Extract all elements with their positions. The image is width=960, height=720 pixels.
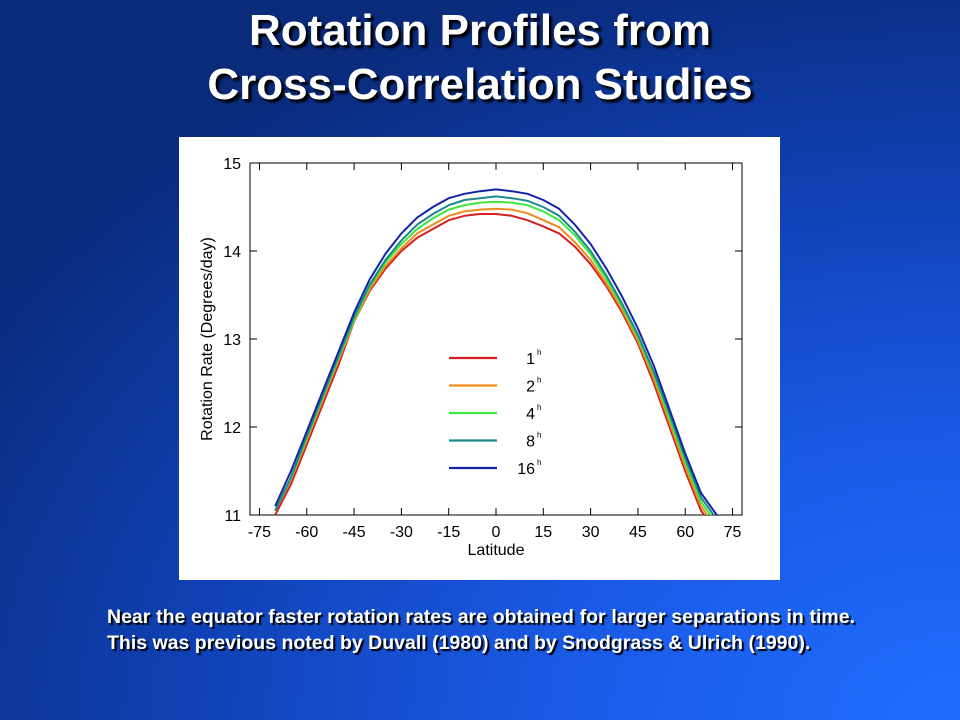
slide-title: Rotation Profiles from Cross-Correlation… xyxy=(0,4,960,112)
legend-label: 2 xyxy=(526,379,535,396)
slide-title-line-1: Rotation Profiles from xyxy=(248,6,712,55)
legend-label: 4 xyxy=(526,406,535,423)
legend-label: 8 xyxy=(526,434,535,451)
x-tick-label: 60 xyxy=(676,524,694,541)
legend-label-superscript: h xyxy=(537,376,541,385)
slide-title-line-2: Cross-Correlation Studies xyxy=(207,60,753,109)
series-line-8h xyxy=(274,195,715,515)
slide-caption: Near the equator faster rotation rates a… xyxy=(107,606,855,654)
x-tick-label: -60 xyxy=(295,524,318,541)
x-tick-label: -15 xyxy=(437,524,460,541)
legend-label-superscript: h xyxy=(537,348,541,357)
y-tick-label: 11 xyxy=(224,508,241,525)
x-tick-label: -45 xyxy=(343,524,366,541)
y-axis-label: Rotation Rate (Degrees/day) xyxy=(199,237,216,441)
x-tick-label: 15 xyxy=(534,524,552,541)
x-tick-label: -30 xyxy=(390,524,413,541)
plot-frame xyxy=(249,162,743,516)
y-tick-label: 15 xyxy=(223,156,241,173)
series-line-16h xyxy=(274,188,718,515)
x-tick-label: 30 xyxy=(582,524,600,541)
legend-label: 16 xyxy=(517,461,535,478)
legend-label-superscript: h xyxy=(537,403,541,412)
x-tick-label: -75 xyxy=(248,524,271,541)
x-tick-label: 75 xyxy=(724,524,742,541)
y-tick-label: 12 xyxy=(223,420,241,437)
x-tick-label: 0 xyxy=(492,524,501,541)
legend-label: 1 xyxy=(526,351,535,368)
y-tick-label: 13 xyxy=(223,332,241,349)
x-axis-label: Latitude xyxy=(468,542,525,559)
legend-label-superscript: h xyxy=(537,458,541,467)
x-tick-label: 45 xyxy=(629,524,647,541)
y-tick-label: 14 xyxy=(223,244,241,261)
legend-label-superscript: h xyxy=(537,431,541,440)
